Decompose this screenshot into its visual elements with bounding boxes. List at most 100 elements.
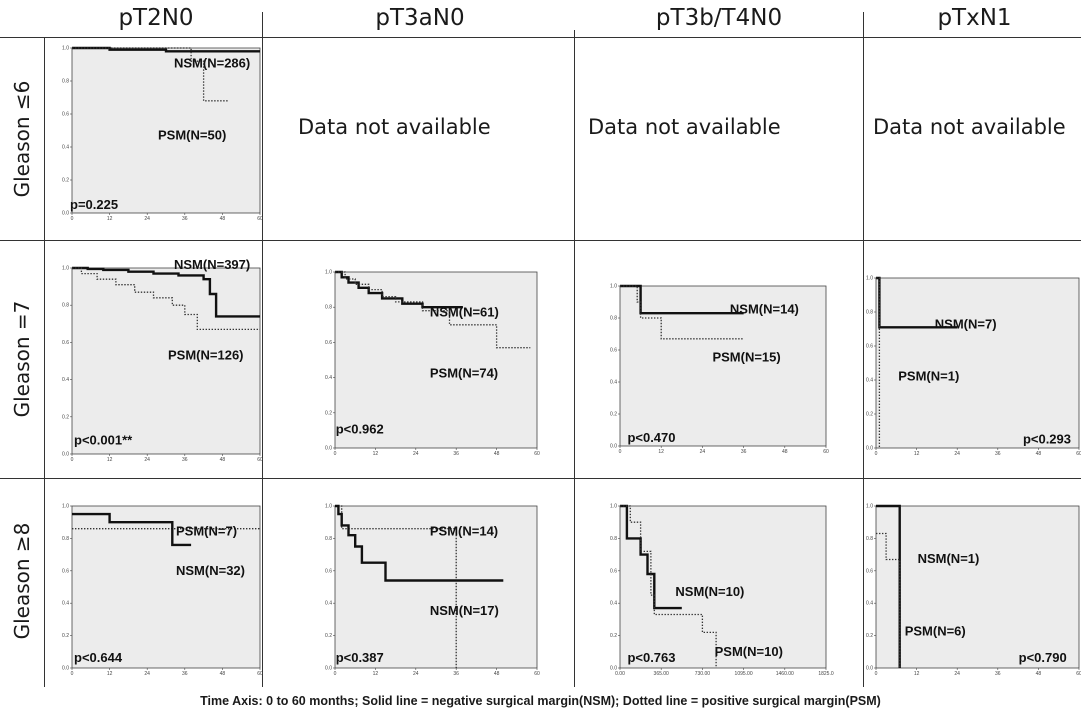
x-tick-label: 48 — [220, 457, 226, 463]
x-tick-label: 12 — [373, 451, 379, 457]
plot-area — [71, 505, 261, 669]
y-tick-label: 0.0 — [610, 666, 617, 672]
series-label: NSM(N=61) — [430, 304, 499, 319]
series-label: PSM(N=126) — [168, 347, 244, 362]
x-tick-label: 12 — [914, 671, 920, 677]
plot-area — [71, 267, 261, 455]
grid-line-col2 — [574, 30, 575, 687]
series-label: NSM(N=32) — [176, 563, 245, 578]
row-label-text: Gleason ≥8 — [10, 522, 34, 639]
x-tick-label: 48 — [1036, 671, 1042, 677]
x-tick-label: 48 — [494, 451, 500, 457]
x-tick-label: 24 — [700, 449, 706, 455]
y-tick-label: 0.4 — [610, 601, 617, 607]
y-tick-label: 1.0 — [325, 270, 332, 276]
y-tick-label: 0.4 — [62, 377, 69, 383]
y-tick-label: 0.6 — [866, 344, 873, 350]
x-tick-label: 24 — [144, 671, 150, 677]
y-tick-label: 0.6 — [325, 340, 332, 346]
grid-line-row1 — [0, 240, 1081, 241]
y-tick-label: 0.0 — [62, 452, 69, 458]
km-plot-gleason8-pt2n0: 0.0 0.2 0.4 0.6 0.8 1.0 0 12 24 36 48 60 PSM(N=7) NSM… — [62, 504, 263, 678]
x-tick-label: 48 — [1036, 451, 1042, 457]
x-tick-label: 48 — [220, 671, 226, 677]
y-tick-label: 0.2 — [325, 410, 332, 416]
y-tick-label: 0.6 — [325, 568, 332, 574]
y-tick-label: 0.0 — [62, 666, 69, 672]
plot-area — [71, 47, 261, 214]
series-label: NSM(N=1) — [918, 551, 980, 566]
nsm-survival-curve — [72, 512, 192, 547]
nsm-survival-curve — [620, 504, 682, 610]
y-tick-label: 0.4 — [866, 378, 873, 384]
p-value-label: p<0.763 — [627, 650, 675, 665]
x-tick-label: 36 — [995, 451, 1001, 457]
series-label: PSM(N=50) — [158, 127, 226, 142]
y-tick-label: 0.6 — [62, 568, 69, 574]
x-tick-label: 60 — [257, 671, 263, 677]
y-tick-label: 0.0 — [325, 446, 332, 452]
y-tick-label: 0.0 — [610, 444, 617, 450]
figure-footer-caption: Time Axis: 0 to 60 months; Solid line = … — [200, 694, 881, 708]
psm-survival-curve — [876, 277, 881, 448]
y-tick-label: 1.0 — [325, 504, 332, 510]
x-tick-label: 24 — [413, 451, 419, 457]
km-plot-gleason7-pt3an0: 0.0 0.2 0.4 0.6 0.8 1.0 0 12 24 36 48 60 NSM(N=61) PS… — [325, 270, 540, 458]
x-tick-label: 60 — [1076, 451, 1081, 457]
row-label-text: Gleason =7 — [10, 300, 34, 418]
x-tick-label: 24 — [144, 216, 150, 222]
x-tick-label: 12 — [107, 457, 113, 463]
x-tick-label: 12 — [914, 451, 920, 457]
nsm-survival-curve — [72, 266, 260, 318]
x-tick-label: 12 — [658, 449, 664, 455]
p-value-label: p<0.790 — [1019, 650, 1067, 665]
series-label: PSM(N=1) — [898, 369, 959, 384]
not-available-pt3bt4n0: Data not available — [588, 115, 781, 139]
x-tick-label: 1825.0 — [818, 671, 834, 677]
x-tick-label: 24 — [954, 451, 960, 457]
y-tick-label: 0.8 — [325, 536, 332, 542]
psm-survival-curve — [72, 47, 229, 102]
series-label: PSM(N=14) — [430, 524, 498, 539]
nsm-survival-curve — [335, 504, 504, 582]
p-value-label: p<0.387 — [336, 650, 384, 665]
row-label-gleason-le6: Gleason ≤6 — [0, 38, 44, 240]
series-label: PSM(N=15) — [712, 349, 780, 364]
x-tick-label: 1095.00 — [735, 671, 753, 677]
grid-line-col3 — [863, 12, 864, 687]
y-tick-label: 0.6 — [62, 112, 69, 118]
y-tick-label: 0.6 — [62, 340, 69, 346]
y-tick-label: 0.8 — [866, 310, 873, 316]
x-tick-label: 24 — [413, 671, 419, 677]
x-tick-label: 0 — [875, 451, 878, 457]
row-label-text: Gleason ≤6 — [10, 80, 34, 198]
x-tick-label: 60 — [534, 451, 540, 457]
x-tick-label: 0 — [71, 457, 74, 463]
y-tick-label: 0.6 — [610, 568, 617, 574]
series-label: NSM(N=14) — [730, 302, 799, 317]
row-label-gleason-ge8: Gleason ≥8 — [0, 478, 44, 683]
km-plot-gleason8-ptxn1: 0.0 0.2 0.4 0.6 0.8 1.0 0 12 24 36 48 60 NSM(N=1) PSM… — [866, 504, 1081, 678]
y-tick-label: 0.0 — [62, 211, 69, 217]
y-tick-label: 0.2 — [866, 412, 873, 418]
p-value-label: p<0.644 — [74, 650, 123, 665]
not-available-pt3an0: Data not available — [298, 115, 491, 139]
km-plot-gleason7-pt3bt4n0: 0.0 0.2 0.4 0.6 0.8 1.0 0 12 24 36 48 60 NSM(N=14) PS… — [610, 284, 829, 456]
series-label: PSM(N=74) — [430, 366, 498, 381]
psm-survival-curve — [72, 267, 260, 331]
x-tick-label: 24 — [144, 457, 150, 463]
y-tick-label: 1.0 — [610, 284, 617, 290]
psm-survival-curve — [335, 271, 531, 349]
grid-line-header — [0, 37, 1081, 38]
series-label: PSM(N=10) — [715, 644, 783, 659]
psm-survival-curve — [335, 505, 457, 668]
x-tick-label: 60 — [257, 216, 263, 222]
series-label: PSM(N=7) — [176, 524, 237, 539]
x-tick-label: 12 — [373, 671, 379, 677]
y-tick-label: 0.8 — [62, 536, 69, 542]
y-tick-label: 0.6 — [866, 568, 873, 574]
column-header-pt3an0: pT3aN0 — [375, 5, 465, 31]
km-plot-gleason7-ptxn1: 0.0 0.2 0.4 0.6 0.8 1.0 0 12 24 36 48 60 NSM(N=7) PSM… — [866, 276, 1081, 458]
x-tick-label: 1460.00 — [776, 671, 794, 677]
